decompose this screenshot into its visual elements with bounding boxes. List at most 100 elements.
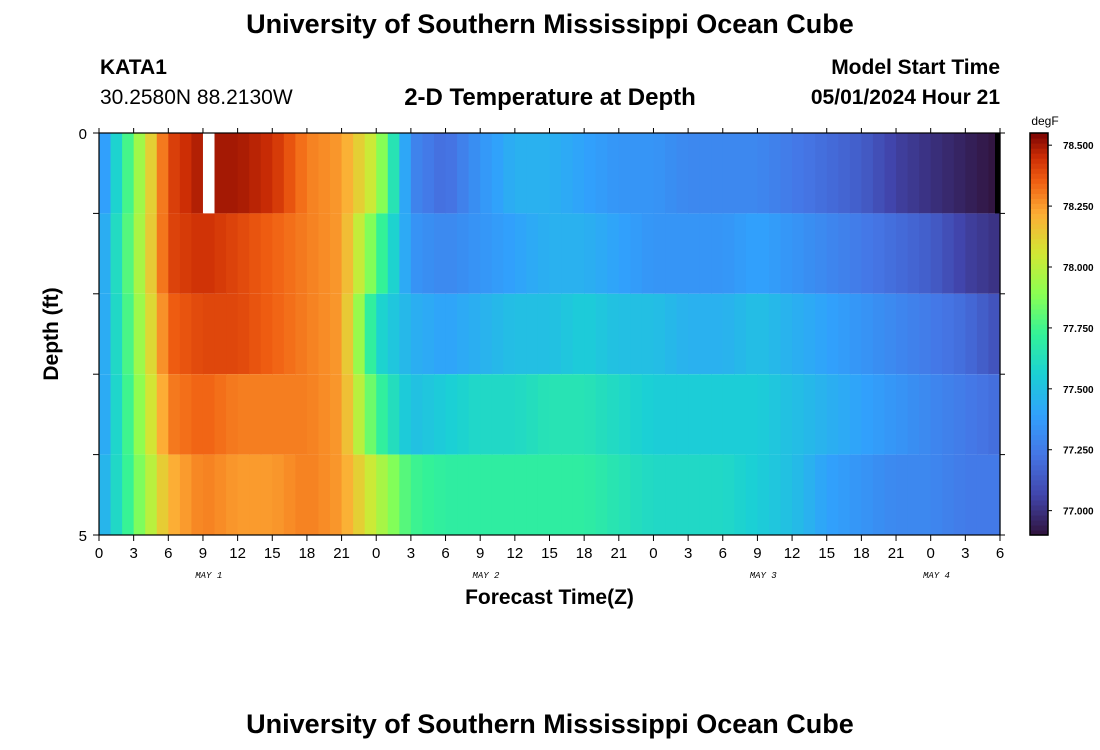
heatmap-cell [561,374,574,455]
colorbar-segment [1030,364,1048,370]
heatmap-cell [665,454,678,535]
heatmap-cell [815,454,828,535]
heatmap-cell [503,454,516,535]
heatmap-cell [306,454,320,535]
heatmap-cell [676,374,689,455]
heatmap-cell [272,374,285,455]
heatmap-cell [145,454,158,535]
heatmap-cell [595,374,608,455]
heatmap-cell [734,454,747,535]
heatmap-cell [676,454,689,535]
heatmap-cell [849,293,862,375]
heatmap-cell [584,454,597,535]
heatmap-cell [676,133,689,214]
heatmap-cell [537,454,551,535]
heatmap-cell [942,213,955,294]
x-axis-label: Forecast Time(Z) [465,586,634,609]
heatmap-cell [757,454,770,535]
heatmap-cell [168,293,181,375]
x-tick-label: 6 [996,545,1004,562]
heatmap-cell [965,213,978,294]
colorbar-segment [1030,173,1048,179]
colorbar-segment [1030,313,1048,320]
heatmap-cell [133,374,146,455]
heatmap-cell [202,213,216,294]
heatmap-cell [168,213,181,294]
heatmap-cell [884,293,897,375]
heatmap-cell [226,213,239,294]
heatmap-cell [803,454,816,535]
heatmap-cell [410,374,424,455]
heatmap-cell [191,374,204,455]
x-tick-label: 15 [818,545,835,562]
heatmap-cell [768,133,782,214]
heatmap-cell [618,213,631,294]
heatmap-cell [838,374,851,455]
heatmap-cell [549,213,562,294]
heatmap-cell [988,293,1001,375]
colorbar-segment [1030,303,1048,310]
heatmap-end-marker [995,133,1000,214]
x-tick-label: 6 [719,545,727,562]
colorbar-segment [1030,509,1048,516]
heatmap-cell [422,293,435,375]
colorbar-segment [1030,278,1048,285]
colorbar-segment [1030,323,1048,330]
colorbar-segment [1030,354,1048,360]
heatmap-cell [722,213,735,294]
colorbar: 78.500 78.250 78.000 77.750 77.500 77.250 77.0… [1029,132,1094,536]
heatmap-cell [122,293,135,375]
heatmap-cell [191,454,204,535]
heatmap-cell [792,133,805,214]
x-tick-label: 0 [95,545,103,562]
heatmap-cell [757,213,770,294]
heatmap-cell [99,454,112,535]
heatmap-cell [422,133,435,214]
heatmap-cell [780,133,793,214]
heatmap-cell [930,374,943,455]
x-tick-label: 21 [610,545,627,562]
heatmap-cell [872,293,886,375]
heatmap-cell [283,374,296,455]
heatmap-cells [99,133,1001,535]
heatmap-cell [249,374,262,455]
heatmap-cell [953,293,966,375]
heatmap-cell [433,374,447,455]
heatmap-cell [815,374,828,455]
heatmap-cell [884,374,897,455]
heatmap-cell [884,133,897,214]
day-label: MAY 1 [195,571,222,581]
heatmap-cell [99,213,112,294]
heatmap-cell [861,374,874,455]
heatmap-cell [399,133,412,214]
heatmap-cell [618,293,631,375]
x-tick-label: 3 [684,545,692,562]
heatmap-cell [202,133,216,214]
colorbar-segment [1030,419,1048,426]
heatmap-cell [122,213,135,294]
heatmap-cell [630,454,643,535]
heatmap-cell [330,374,343,455]
x-tick-label: 21 [888,545,905,562]
heatmap-cell [711,213,724,294]
heatmap-cell [179,293,193,375]
colorbar-segment [1030,334,1048,340]
x-axis: 0 3 6 9 12 15 18 21 0 3 6 9 12 15 18 21 0 3 6 9 12 15 18 21 0 3 6 M… [95,128,1004,581]
heatmap-cell [884,213,897,294]
heatmap-cell [445,293,458,375]
heatmap-cell [179,374,193,455]
heatmap-cell [503,293,516,375]
heatmap-cell [919,293,932,375]
heatmap-cell [156,454,169,535]
heatmap-cell [330,293,343,375]
heatmap-cell [838,293,851,375]
x-tick-label: 6 [441,545,449,562]
heatmap-cell [260,454,273,535]
heatmap-cell [907,133,920,214]
heatmap-cell [341,133,354,214]
colorbar-segment [1030,429,1048,436]
y-axis: 05 [79,126,1005,545]
heatmap-cell [792,454,805,535]
x-tick-label: 9 [199,545,207,562]
heatmap-cell [572,293,585,375]
